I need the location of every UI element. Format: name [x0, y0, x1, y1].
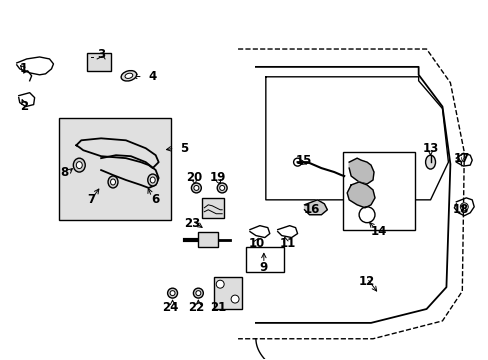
Ellipse shape — [76, 162, 82, 168]
Circle shape — [191, 183, 201, 193]
Text: 6: 6 — [151, 193, 160, 206]
Bar — [60, 118, 170, 220]
Text: 18: 18 — [452, 203, 468, 216]
Text: 21: 21 — [210, 301, 226, 314]
Polygon shape — [348, 158, 373, 184]
Text: 24: 24 — [162, 301, 179, 314]
Text: 10: 10 — [248, 237, 264, 250]
Ellipse shape — [110, 179, 115, 185]
Text: 13: 13 — [422, 142, 438, 155]
Circle shape — [217, 183, 226, 193]
Ellipse shape — [150, 177, 155, 183]
Text: 7: 7 — [87, 193, 95, 206]
Circle shape — [219, 185, 224, 190]
Text: 19: 19 — [209, 171, 226, 184]
Text: 14: 14 — [370, 225, 386, 238]
Circle shape — [194, 185, 199, 190]
Ellipse shape — [121, 71, 136, 81]
Text: 20: 20 — [186, 171, 202, 184]
Text: 12: 12 — [358, 275, 374, 288]
Text: 2: 2 — [20, 100, 28, 113]
Ellipse shape — [108, 176, 118, 188]
Text: 17: 17 — [452, 152, 468, 165]
Circle shape — [193, 288, 203, 298]
Circle shape — [170, 291, 175, 296]
Circle shape — [216, 280, 224, 288]
Bar — [214, 277, 242, 309]
Circle shape — [196, 291, 201, 296]
Text: 23: 23 — [184, 217, 200, 230]
Ellipse shape — [425, 155, 435, 169]
Bar — [198, 231, 218, 247]
Text: 4: 4 — [148, 70, 157, 83]
Text: 3: 3 — [97, 49, 105, 62]
Text: 1: 1 — [20, 62, 28, 75]
Circle shape — [167, 288, 177, 298]
Polygon shape — [304, 200, 326, 215]
Bar — [87, 53, 111, 71]
Text: 9: 9 — [259, 261, 267, 274]
Text: 11: 11 — [279, 237, 295, 250]
Bar — [343, 152, 414, 230]
Bar — [245, 247, 283, 272]
Polygon shape — [346, 182, 374, 208]
Ellipse shape — [73, 158, 85, 172]
Text: 22: 22 — [188, 301, 204, 314]
Circle shape — [231, 295, 239, 303]
Ellipse shape — [147, 174, 157, 186]
Text: 15: 15 — [295, 154, 311, 167]
Text: 16: 16 — [303, 203, 319, 216]
Text: 8: 8 — [60, 166, 68, 179]
Bar — [202, 198, 224, 218]
Text: 5: 5 — [180, 142, 188, 155]
Ellipse shape — [125, 73, 133, 78]
